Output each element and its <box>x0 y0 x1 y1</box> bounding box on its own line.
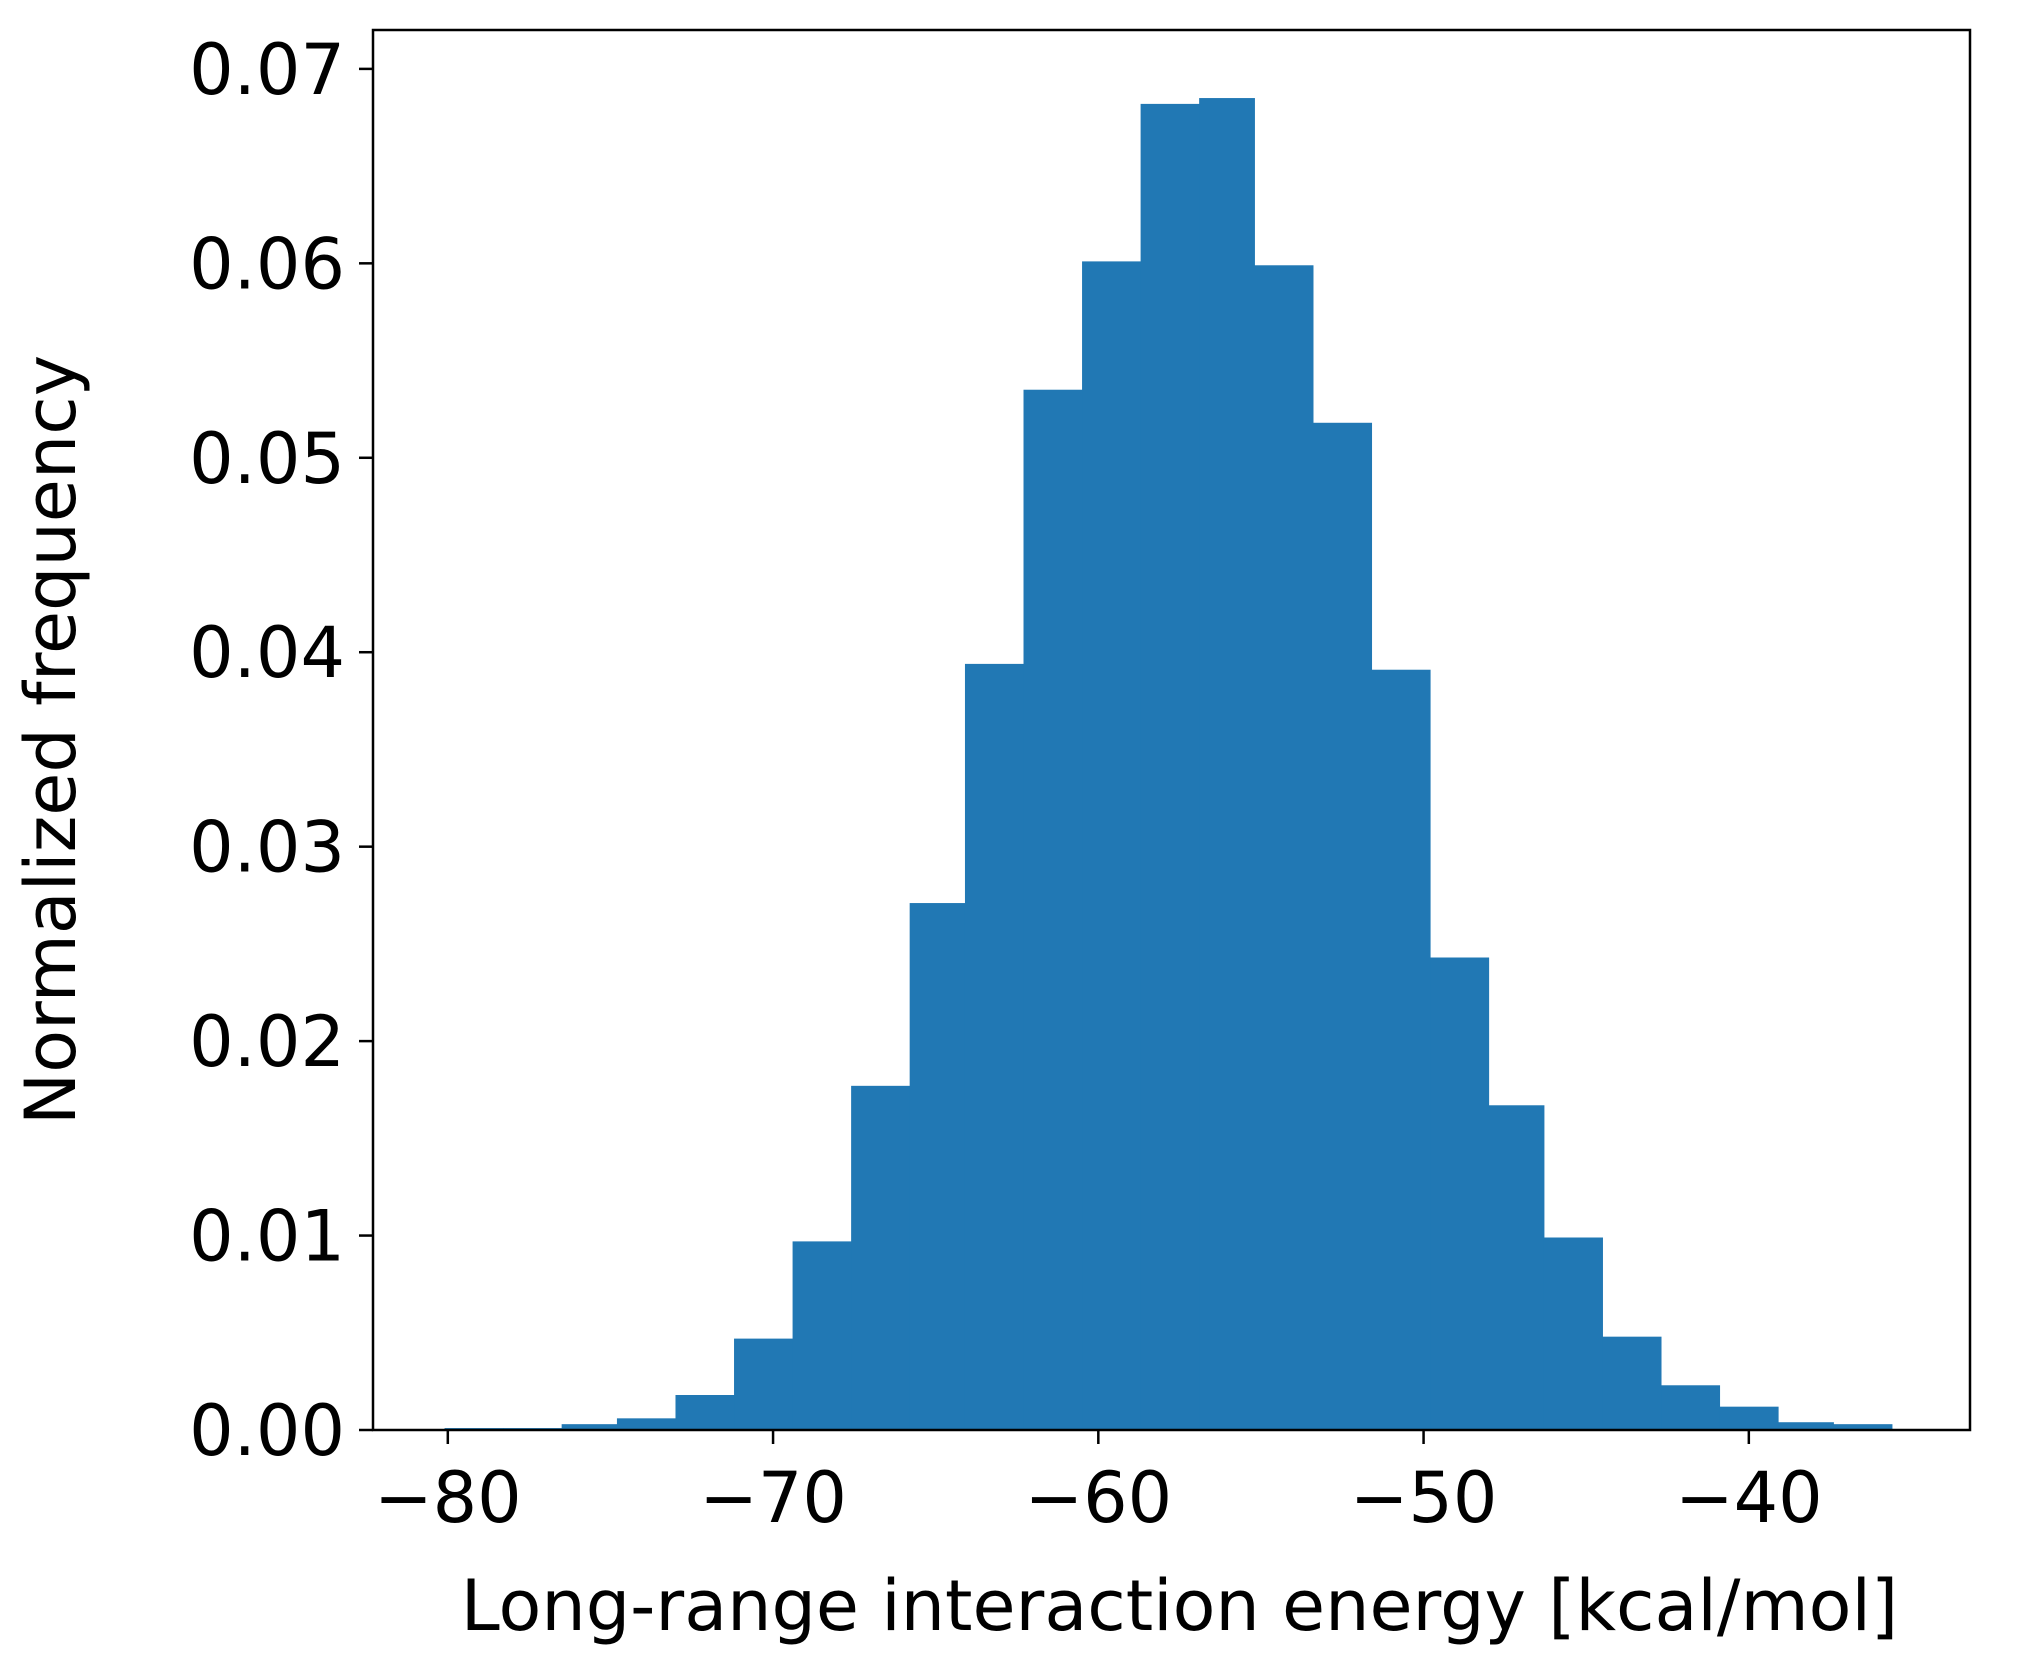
histogram-bar <box>1833 1424 1893 1430</box>
y-tick-label: 0.01 <box>189 1196 345 1278</box>
histogram-bar <box>851 1085 911 1430</box>
histogram-bar <box>1312 422 1373 1430</box>
histogram-bar <box>792 1241 852 1430</box>
y-axis-label: Normalized frequency <box>10 355 92 1125</box>
x-axis-label: Long-range interaction energy [kcal/mol] <box>461 1565 1898 1647</box>
histogram-bar <box>1254 265 1314 1430</box>
bars-layer <box>444 98 1893 1431</box>
histogram-bar <box>561 1424 618 1430</box>
histogram-bar <box>1488 1105 1545 1430</box>
histogram-bar <box>734 1338 794 1430</box>
y-tick-label: 0.00 <box>189 1390 345 1472</box>
histogram-bar <box>1140 103 1200 1430</box>
y-tick-label: 0.02 <box>189 1001 345 1083</box>
histogram-bar <box>1430 957 1490 1430</box>
histogram-bar <box>964 663 1025 1430</box>
y-tick-label: 0.04 <box>189 612 345 694</box>
y-tick-label: 0.07 <box>189 29 345 111</box>
histogram-bar <box>675 1395 735 1430</box>
histogram-bar <box>909 903 966 1430</box>
histogram-bar <box>1371 669 1431 1430</box>
x-axis: −80 −70 −60 −50 −40 <box>374 1430 1823 1539</box>
histogram-bar <box>1661 1385 1721 1430</box>
y-tick-label: 0.03 <box>189 807 345 889</box>
histogram-bar <box>1719 1406 1779 1430</box>
y-tick-label: 0.06 <box>189 223 345 305</box>
histogram-bar <box>1602 1336 1662 1430</box>
y-tick-label: 0.05 <box>189 418 345 500</box>
y-axis: 0.00 0.01 0.02 0.03 0.04 0.05 0.06 0.07 <box>189 29 373 1472</box>
histogram-bar <box>1778 1422 1834 1430</box>
histogram-bar <box>1199 98 1255 1431</box>
x-tick-label: −60 <box>1024 1457 1172 1539</box>
histogram-bar <box>616 1418 676 1430</box>
histogram-bar <box>1543 1237 1603 1430</box>
x-tick-label: −40 <box>1675 1457 1823 1539</box>
plot-frame <box>371 28 1972 1432</box>
histogram-bar <box>1023 389 1083 1431</box>
x-tick-label: −80 <box>374 1457 522 1539</box>
x-tick-label: −50 <box>1350 1457 1498 1539</box>
x-tick-label: −70 <box>699 1457 847 1539</box>
histogram-bar <box>1082 261 1142 1430</box>
